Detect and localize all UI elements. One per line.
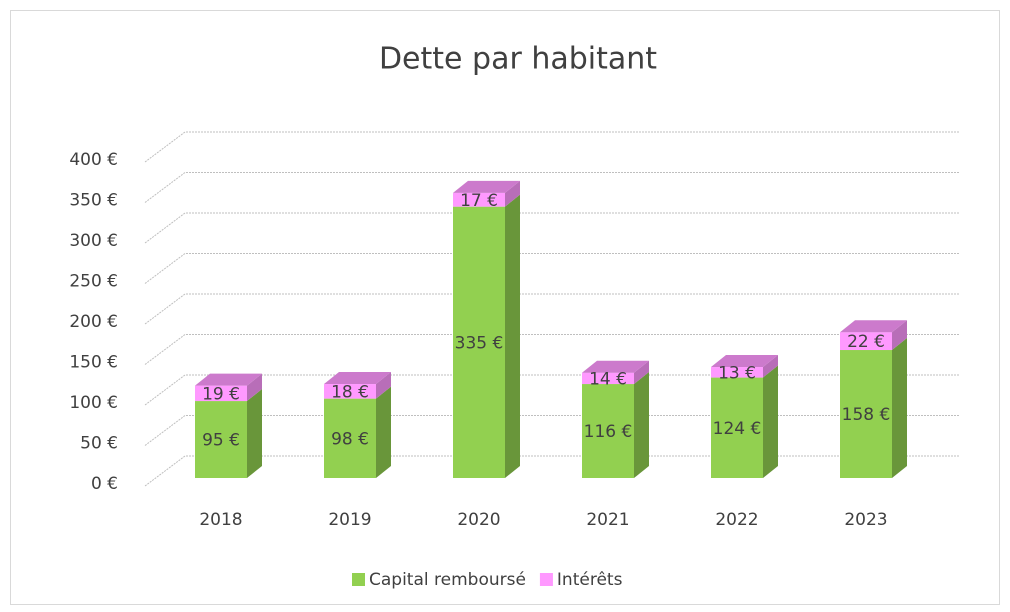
bar-top xyxy=(195,373,262,386)
bar xyxy=(195,385,247,402)
grid-line xyxy=(144,293,960,325)
bar-side xyxy=(892,338,907,478)
data-label: 19 € xyxy=(202,384,240,404)
y-tick-label: 250 € xyxy=(69,272,118,292)
grid-line xyxy=(144,131,960,163)
x-tick-label: 2023 xyxy=(844,510,887,530)
data-label: 18 € xyxy=(331,382,369,402)
bar xyxy=(711,367,763,378)
bar-side xyxy=(634,360,649,385)
y-tick-label: 50 € xyxy=(80,434,118,454)
bar xyxy=(582,372,634,385)
bar-side xyxy=(505,180,520,207)
bar-side xyxy=(892,320,907,351)
data-label: 95 € xyxy=(202,431,240,451)
x-tick-label: 2020 xyxy=(457,510,500,530)
grid-line xyxy=(144,374,960,406)
x-tick-label: 2019 xyxy=(328,510,371,530)
data-label: 22 € xyxy=(847,332,885,352)
grid-line xyxy=(144,253,960,284)
bar xyxy=(324,398,376,478)
bar-side xyxy=(763,365,778,478)
chart-title: Dette par habitant xyxy=(379,42,657,77)
y-tick-label: 200 € xyxy=(69,312,118,332)
bar-side xyxy=(763,355,778,378)
bar-side xyxy=(376,372,391,399)
x-tick-label: 2022 xyxy=(715,510,758,530)
bar-side xyxy=(634,372,649,478)
y-tick-label: 0 € xyxy=(91,474,118,494)
legend-label: Capital remboursé xyxy=(369,570,526,590)
bar-top xyxy=(324,372,391,385)
legend-label: Intérêts xyxy=(557,570,623,590)
bar-side xyxy=(376,386,391,478)
bar xyxy=(582,384,634,478)
legend-swatch xyxy=(539,573,553,586)
grid-line xyxy=(144,172,960,203)
bar xyxy=(840,350,892,478)
bar-top xyxy=(453,180,520,193)
y-tick-label: 350 € xyxy=(69,191,118,211)
bar xyxy=(453,192,505,207)
y-tick-label: 400 € xyxy=(69,150,118,170)
legend-swatch xyxy=(352,573,365,586)
bar xyxy=(453,206,505,478)
data-label: 158 € xyxy=(842,405,891,425)
grid-line xyxy=(144,455,960,487)
data-label: 13 € xyxy=(718,363,756,383)
data-label: 14 € xyxy=(589,369,627,389)
bar xyxy=(840,332,892,351)
bar-side xyxy=(247,389,262,478)
y-tick-label: 100 € xyxy=(69,393,118,413)
data-label: 124 € xyxy=(713,419,762,439)
data-label: 98 € xyxy=(331,429,369,449)
data-label: 335 € xyxy=(455,333,504,353)
grid-line xyxy=(144,212,960,244)
bar-side xyxy=(505,194,520,478)
bar-top xyxy=(582,360,649,373)
grid-line xyxy=(144,334,960,365)
bar-top xyxy=(711,355,778,368)
y-tick-label: 150 € xyxy=(69,353,118,373)
data-label: 17 € xyxy=(460,191,498,211)
data-label: 116 € xyxy=(584,422,633,442)
bar-top xyxy=(840,320,907,333)
bar xyxy=(195,401,247,478)
y-tick-label: 300 € xyxy=(69,231,118,251)
bar xyxy=(711,377,763,478)
x-tick-label: 2021 xyxy=(586,510,629,530)
x-tick-label: 2018 xyxy=(199,510,242,530)
grid-line xyxy=(144,415,960,446)
bar-side xyxy=(247,373,262,402)
bar xyxy=(324,384,376,399)
